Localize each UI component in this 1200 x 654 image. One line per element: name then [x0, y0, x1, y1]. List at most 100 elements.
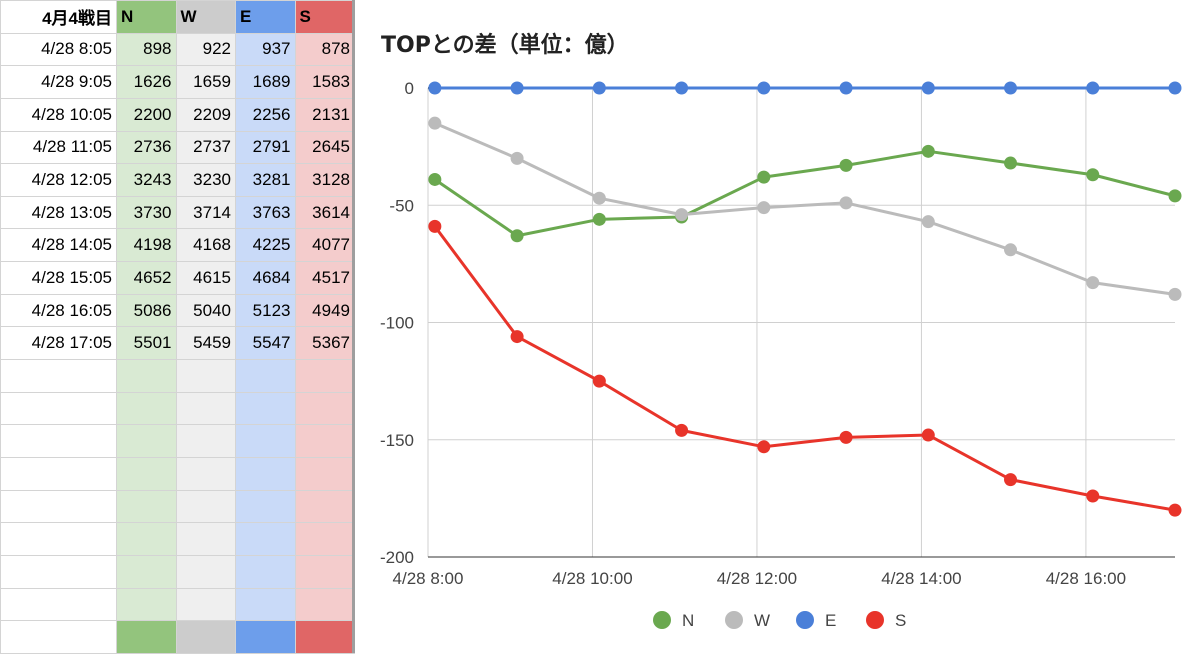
value-cell-e[interactable] [235, 359, 296, 393]
value-cell-e[interactable] [235, 424, 296, 458]
time-cell[interactable] [0, 456, 117, 491]
value-cell-s[interactable]: 1583 [294, 65, 355, 99]
value-cell-e[interactable]: 2256 [235, 97, 296, 132]
value-cell-e[interactable]: 5123 [235, 293, 296, 328]
value-cell-w[interactable] [175, 489, 236, 524]
value-cell-w[interactable] [175, 587, 236, 622]
value-cell-w[interactable] [175, 554, 236, 589]
header-cell-corner[interactable]: 4月4戦目 [0, 0, 117, 34]
value-cell-s[interactable]: 2131 [294, 97, 355, 132]
value-cell-w[interactable]: 5459 [175, 326, 236, 361]
value-cell-e[interactable]: 3281 [235, 163, 296, 197]
header-cell-n[interactable]: N [116, 0, 177, 34]
value-cell-n[interactable] [116, 554, 177, 589]
value-cell-w[interactable]: 4168 [175, 228, 236, 263]
time-cell[interactable]: 4/28 10:05 [0, 97, 117, 132]
time-cell[interactable]: 4/28 14:05 [0, 228, 117, 263]
value-cell-n[interactable] [116, 587, 177, 622]
value-cell-s[interactable]: 4517 [294, 261, 355, 295]
value-cell-e[interactable] [235, 391, 296, 426]
value-cell-n[interactable] [116, 424, 177, 458]
value-cell-e[interactable]: 4225 [235, 228, 296, 263]
time-cell[interactable] [0, 522, 117, 556]
time-cell[interactable] [0, 587, 117, 622]
time-cell[interactable] [0, 391, 117, 426]
footer-cell[interactable] [0, 620, 117, 654]
value-cell-w[interactable] [175, 522, 236, 556]
value-cell-w[interactable]: 2737 [175, 130, 236, 165]
time-cell[interactable] [0, 359, 117, 393]
value-cell-s[interactable]: 5367 [294, 326, 355, 361]
value-cell-s[interactable] [294, 489, 355, 524]
value-cell-e[interactable]: 1689 [235, 65, 296, 99]
value-cell-w[interactable]: 3714 [175, 195, 236, 230]
value-cell-s[interactable]: 3128 [294, 163, 355, 197]
value-cell-n[interactable]: 4198 [116, 228, 177, 263]
value-cell-s[interactable] [294, 424, 355, 458]
time-cell[interactable]: 4/28 15:05 [0, 261, 117, 295]
value-cell-w[interactable] [175, 391, 236, 426]
time-cell[interactable]: 4/28 8:05 [0, 32, 117, 67]
value-cell-n[interactable]: 5501 [116, 326, 177, 361]
value-cell-e[interactable]: 2791 [235, 130, 296, 165]
value-cell-n[interactable]: 2200 [116, 97, 177, 132]
time-cell[interactable]: 4/28 9:05 [0, 65, 117, 99]
value-cell-w[interactable]: 2209 [175, 97, 236, 132]
header-cell-s[interactable]: S [294, 0, 355, 34]
value-cell-n[interactable]: 898 [116, 32, 177, 67]
value-cell-s[interactable] [294, 522, 355, 556]
time-cell[interactable]: 4/28 12:05 [0, 163, 117, 197]
value-cell-w[interactable]: 3230 [175, 163, 236, 197]
time-cell[interactable] [0, 424, 117, 458]
value-cell-e[interactable] [235, 489, 296, 524]
value-cell-n[interactable]: 5086 [116, 293, 177, 328]
value-cell-e[interactable] [235, 554, 296, 589]
time-cell[interactable]: 4/28 17:05 [0, 326, 117, 361]
value-cell-e[interactable]: 5547 [235, 326, 296, 361]
time-cell[interactable] [0, 554, 117, 589]
value-cell-e[interactable] [235, 587, 296, 622]
value-cell-w[interactable] [175, 456, 236, 491]
value-cell-s[interactable]: 4949 [294, 293, 355, 328]
frozen-column-divider[interactable] [352, 0, 355, 653]
value-cell-w[interactable]: 4615 [175, 261, 236, 295]
value-cell-s[interactable]: 4077 [294, 228, 355, 263]
footer-cell-e[interactable] [235, 620, 296, 654]
value-cell-s[interactable] [294, 456, 355, 491]
value-cell-n[interactable] [116, 456, 177, 491]
time-cell[interactable]: 4/28 13:05 [0, 195, 117, 230]
value-cell-n[interactable] [116, 359, 177, 393]
value-cell-e[interactable]: 3763 [235, 195, 296, 230]
value-cell-e[interactable]: 937 [235, 32, 296, 67]
value-cell-s[interactable]: 2645 [294, 130, 355, 165]
value-cell-w[interactable]: 5040 [175, 293, 236, 328]
time-cell[interactable] [0, 489, 117, 524]
header-cell-w[interactable]: W [175, 0, 236, 34]
value-cell-w[interactable]: 922 [175, 32, 236, 67]
header-cell-e[interactable]: E [235, 0, 296, 34]
value-cell-s[interactable] [294, 587, 355, 622]
value-cell-e[interactable] [235, 522, 296, 556]
value-cell-w[interactable] [175, 424, 236, 458]
footer-cell-n[interactable] [116, 620, 177, 654]
value-cell-n[interactable] [116, 391, 177, 426]
footer-cell-s[interactable] [294, 620, 355, 654]
value-cell-w[interactable] [175, 359, 236, 393]
value-cell-s[interactable] [294, 359, 355, 393]
value-cell-n[interactable]: 4652 [116, 261, 177, 295]
value-cell-s[interactable]: 3614 [294, 195, 355, 230]
value-cell-n[interactable]: 3243 [116, 163, 177, 197]
value-cell-s[interactable] [294, 391, 355, 426]
value-cell-n[interactable] [116, 489, 177, 524]
time-cell[interactable]: 4/28 16:05 [0, 293, 117, 328]
value-cell-n[interactable] [116, 522, 177, 556]
value-cell-n[interactable]: 2736 [116, 130, 177, 165]
time-cell[interactable]: 4/28 11:05 [0, 130, 117, 165]
value-cell-s[interactable] [294, 554, 355, 589]
value-cell-e[interactable]: 4684 [235, 261, 296, 295]
value-cell-e[interactable] [235, 456, 296, 491]
value-cell-n[interactable]: 1626 [116, 65, 177, 99]
value-cell-n[interactable]: 3730 [116, 195, 177, 230]
footer-cell-w[interactable] [175, 620, 236, 654]
value-cell-w[interactable]: 1659 [175, 65, 236, 99]
